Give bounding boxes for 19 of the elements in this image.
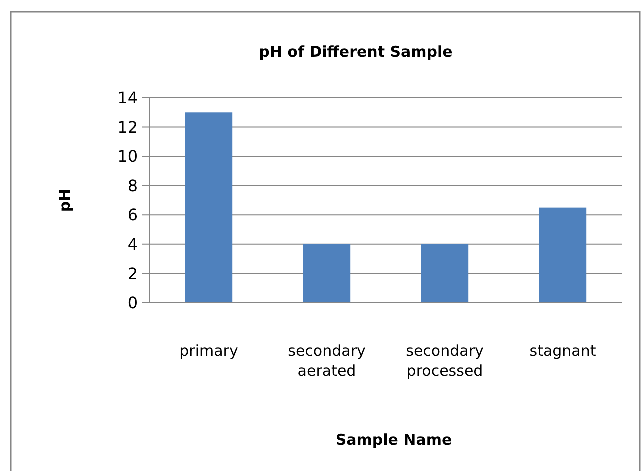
y-tick-label: 10 xyxy=(118,147,138,166)
y-tick-label: 2 xyxy=(128,264,138,284)
bar xyxy=(421,244,469,303)
y-axis-title: pH xyxy=(56,188,74,212)
y-tick-label: 4 xyxy=(128,235,138,254)
y-tick-label: 8 xyxy=(128,176,138,196)
chart-title: pH of Different Sample xyxy=(259,43,453,61)
x-tick-label: secondary aerated xyxy=(288,342,366,380)
bar xyxy=(185,112,233,303)
bar xyxy=(539,208,587,303)
x-axis-title: Sample Name xyxy=(336,431,452,449)
y-tick-label: 0 xyxy=(128,294,138,313)
x-tick-label: stagnant xyxy=(530,342,596,360)
y-tick-label: 12 xyxy=(118,118,138,137)
x-tick-label: primary xyxy=(180,342,238,360)
y-tick-label: 6 xyxy=(128,206,138,225)
bar xyxy=(303,244,351,303)
x-tick-label: secondary processed xyxy=(406,342,484,380)
y-tick-label: 14 xyxy=(118,88,138,108)
